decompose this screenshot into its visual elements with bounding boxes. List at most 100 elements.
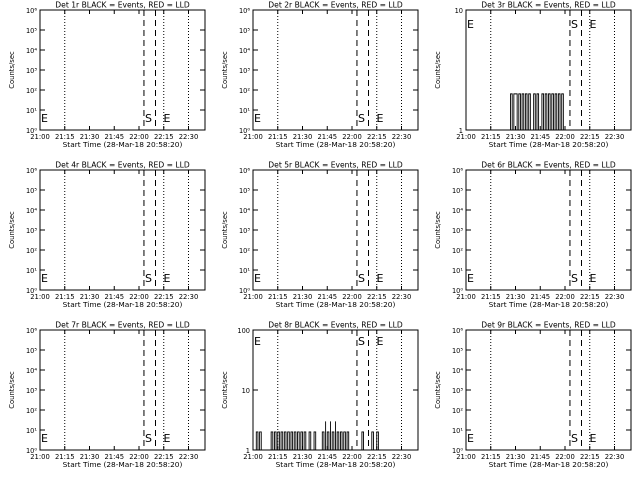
- event-burst: [554, 93, 558, 130]
- event-burst: [336, 431, 340, 450]
- x-axis-label: Start Time (28-Mar-18 20:58:20): [63, 300, 183, 309]
- marker-letter: E: [377, 272, 384, 285]
- x-tick-label: 22:00: [342, 453, 362, 461]
- x-tick-label: 22:30: [605, 133, 625, 141]
- x-axis-label: Start Time (28-Mar-18 20:58:20): [63, 460, 183, 469]
- y-tick-label: 10⁰: [239, 287, 250, 295]
- marker-letter: S: [145, 112, 152, 125]
- chart-panel: Det 8r BLACK = Events, RED = LLD 1 10 100 21…: [221, 321, 419, 469]
- x-tick-label: 21:15: [481, 133, 501, 141]
- y-tick-label: 10³: [452, 387, 463, 395]
- marker-letter: E: [164, 432, 171, 445]
- x-tick-label: 21:30: [293, 453, 313, 461]
- event-burst: [361, 431, 364, 450]
- event-burst: [303, 431, 307, 450]
- x-tick-label: 21:45: [317, 293, 337, 301]
- chart-panel: Det 4r BLACK = Events, RED = LLD 10⁰ 10¹ 10…: [8, 161, 206, 309]
- x-tick-label: 22:30: [179, 133, 199, 141]
- x-tick-label: 22:00: [129, 133, 149, 141]
- x-tick-label: 21:45: [317, 453, 337, 461]
- marker-letter: E: [41, 272, 48, 285]
- y-tick-label: 10⁰: [26, 447, 37, 455]
- event-burst: [277, 431, 280, 450]
- x-tick-label: 21:15: [55, 133, 75, 141]
- x-axis-label: Start Time (28-Mar-18 20:58:20): [489, 460, 609, 469]
- y-axis-label: Counts/sec: [221, 371, 229, 409]
- x-tick-label: 21:00: [30, 293, 50, 301]
- y-tick-label: 10¹: [26, 267, 37, 275]
- event-burst: [270, 431, 274, 450]
- y-tick-label: 10³: [239, 227, 250, 235]
- x-tick-label: 22:15: [367, 453, 387, 461]
- x-axis-label: Start Time (28-Mar-18 20:58:20): [489, 300, 609, 309]
- x-tick-label: 21:00: [456, 133, 476, 141]
- y-tick-label: 10⁵: [452, 347, 463, 355]
- marker-letter: S: [358, 112, 365, 125]
- event-burst: [533, 93, 536, 130]
- chart-panel: Det 6r BLACK = Events, RED = LLD 10⁰ 10¹ 10…: [434, 161, 632, 309]
- marker-letter: S: [358, 335, 365, 348]
- y-tick-label: 10¹: [452, 267, 463, 275]
- marker-letter: E: [377, 112, 384, 125]
- y-tick-label: 10⁵: [239, 187, 250, 195]
- event-burst: [518, 93, 521, 130]
- y-tick-label: 10⁶: [26, 7, 37, 15]
- x-tick-label: 22:15: [367, 133, 387, 141]
- y-tick-label: 10²: [239, 87, 250, 95]
- event-burst: [321, 431, 325, 450]
- marker-letter: E: [254, 335, 261, 348]
- x-tick-label: 21:15: [55, 293, 75, 301]
- y-tick-label: 10¹: [239, 107, 250, 115]
- event-burst: [340, 431, 343, 450]
- x-tick-label: 21:15: [55, 453, 75, 461]
- y-tick-label: 10¹: [26, 427, 37, 435]
- x-tick-label: 21:15: [268, 453, 288, 461]
- y-tick-label: 10¹: [239, 267, 250, 275]
- x-tick-label: 21:30: [506, 133, 526, 141]
- x-tick-label: 21:30: [506, 293, 526, 301]
- marker-letter: S: [145, 272, 152, 285]
- x-tick-label: 22:15: [580, 453, 600, 461]
- event-burst: [274, 431, 277, 450]
- x-tick-label: 21:30: [506, 453, 526, 461]
- event-burst: [510, 93, 513, 130]
- y-tick-label: 10⁰: [452, 287, 463, 295]
- y-axis-label: Counts/sec: [8, 51, 16, 89]
- x-tick-label: 22:15: [154, 453, 174, 461]
- x-axis-label: Start Time (28-Mar-18 20:58:20): [276, 460, 396, 469]
- y-tick-label: 10⁰: [26, 287, 37, 295]
- event-burst: [313, 431, 317, 450]
- y-tick-label: 10⁴: [452, 367, 463, 375]
- marker-letter: S: [571, 432, 578, 445]
- event-burst: [255, 431, 259, 450]
- y-tick-label: 10²: [452, 247, 463, 255]
- x-tick-label: 21:15: [268, 293, 288, 301]
- y-tick-label: 10⁰: [26, 127, 37, 135]
- x-tick-label: 22:00: [342, 293, 362, 301]
- event-burst: [551, 93, 554, 130]
- x-tick-label: 21:00: [243, 453, 263, 461]
- marker-letter: E: [164, 272, 171, 285]
- x-tick-label: 22:15: [154, 133, 174, 141]
- x-tick-label: 21:30: [293, 133, 313, 141]
- y-tick-label: 10⁶: [452, 167, 463, 175]
- chart-panel: Det 5r BLACK = Events, RED = LLD 10⁰ 10¹ 10…: [221, 161, 419, 309]
- y-tick-label: 10⁴: [239, 207, 250, 215]
- marker-letter: E: [467, 432, 474, 445]
- x-tick-label: 21:15: [268, 133, 288, 141]
- x-tick-label: 21:00: [243, 133, 263, 141]
- y-tick-label: 10⁵: [26, 27, 37, 35]
- x-tick-label: 21:30: [80, 133, 100, 141]
- y-tick-label: 10³: [26, 67, 37, 75]
- y-tick-label: 10³: [452, 227, 463, 235]
- chart-title: Det 2r BLACK = Events, RED = LLD: [268, 1, 403, 10]
- event-burst: [541, 93, 544, 130]
- chart-panel: Det 9r BLACK = Events, RED = LLD 10⁰ 10¹ 10…: [434, 321, 632, 469]
- x-tick-label: 22:15: [580, 293, 600, 301]
- marker-letter: S: [145, 432, 152, 445]
- x-tick-label: 22:30: [179, 453, 199, 461]
- y-axis-label: Counts/sec: [221, 211, 229, 249]
- y-tick-label: 10⁴: [452, 207, 463, 215]
- y-tick-label: 1: [246, 447, 250, 455]
